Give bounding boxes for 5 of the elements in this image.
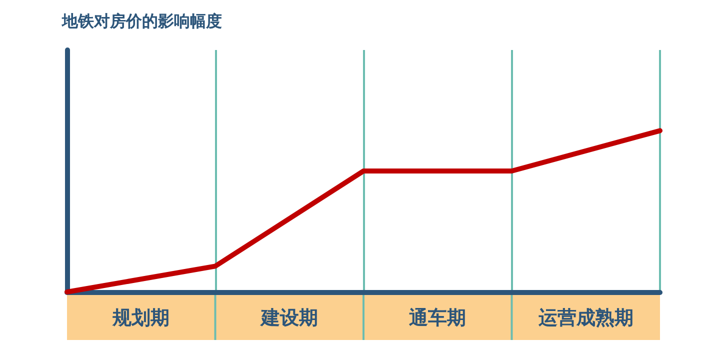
text: 规划期 (112, 307, 170, 329)
text: 通车期 (408, 307, 466, 329)
text: 运营成熟期 (537, 307, 634, 329)
chart-title: 地铁对房价的影响幅度 (61, 12, 222, 30)
text: 建设期 (258, 307, 318, 329)
